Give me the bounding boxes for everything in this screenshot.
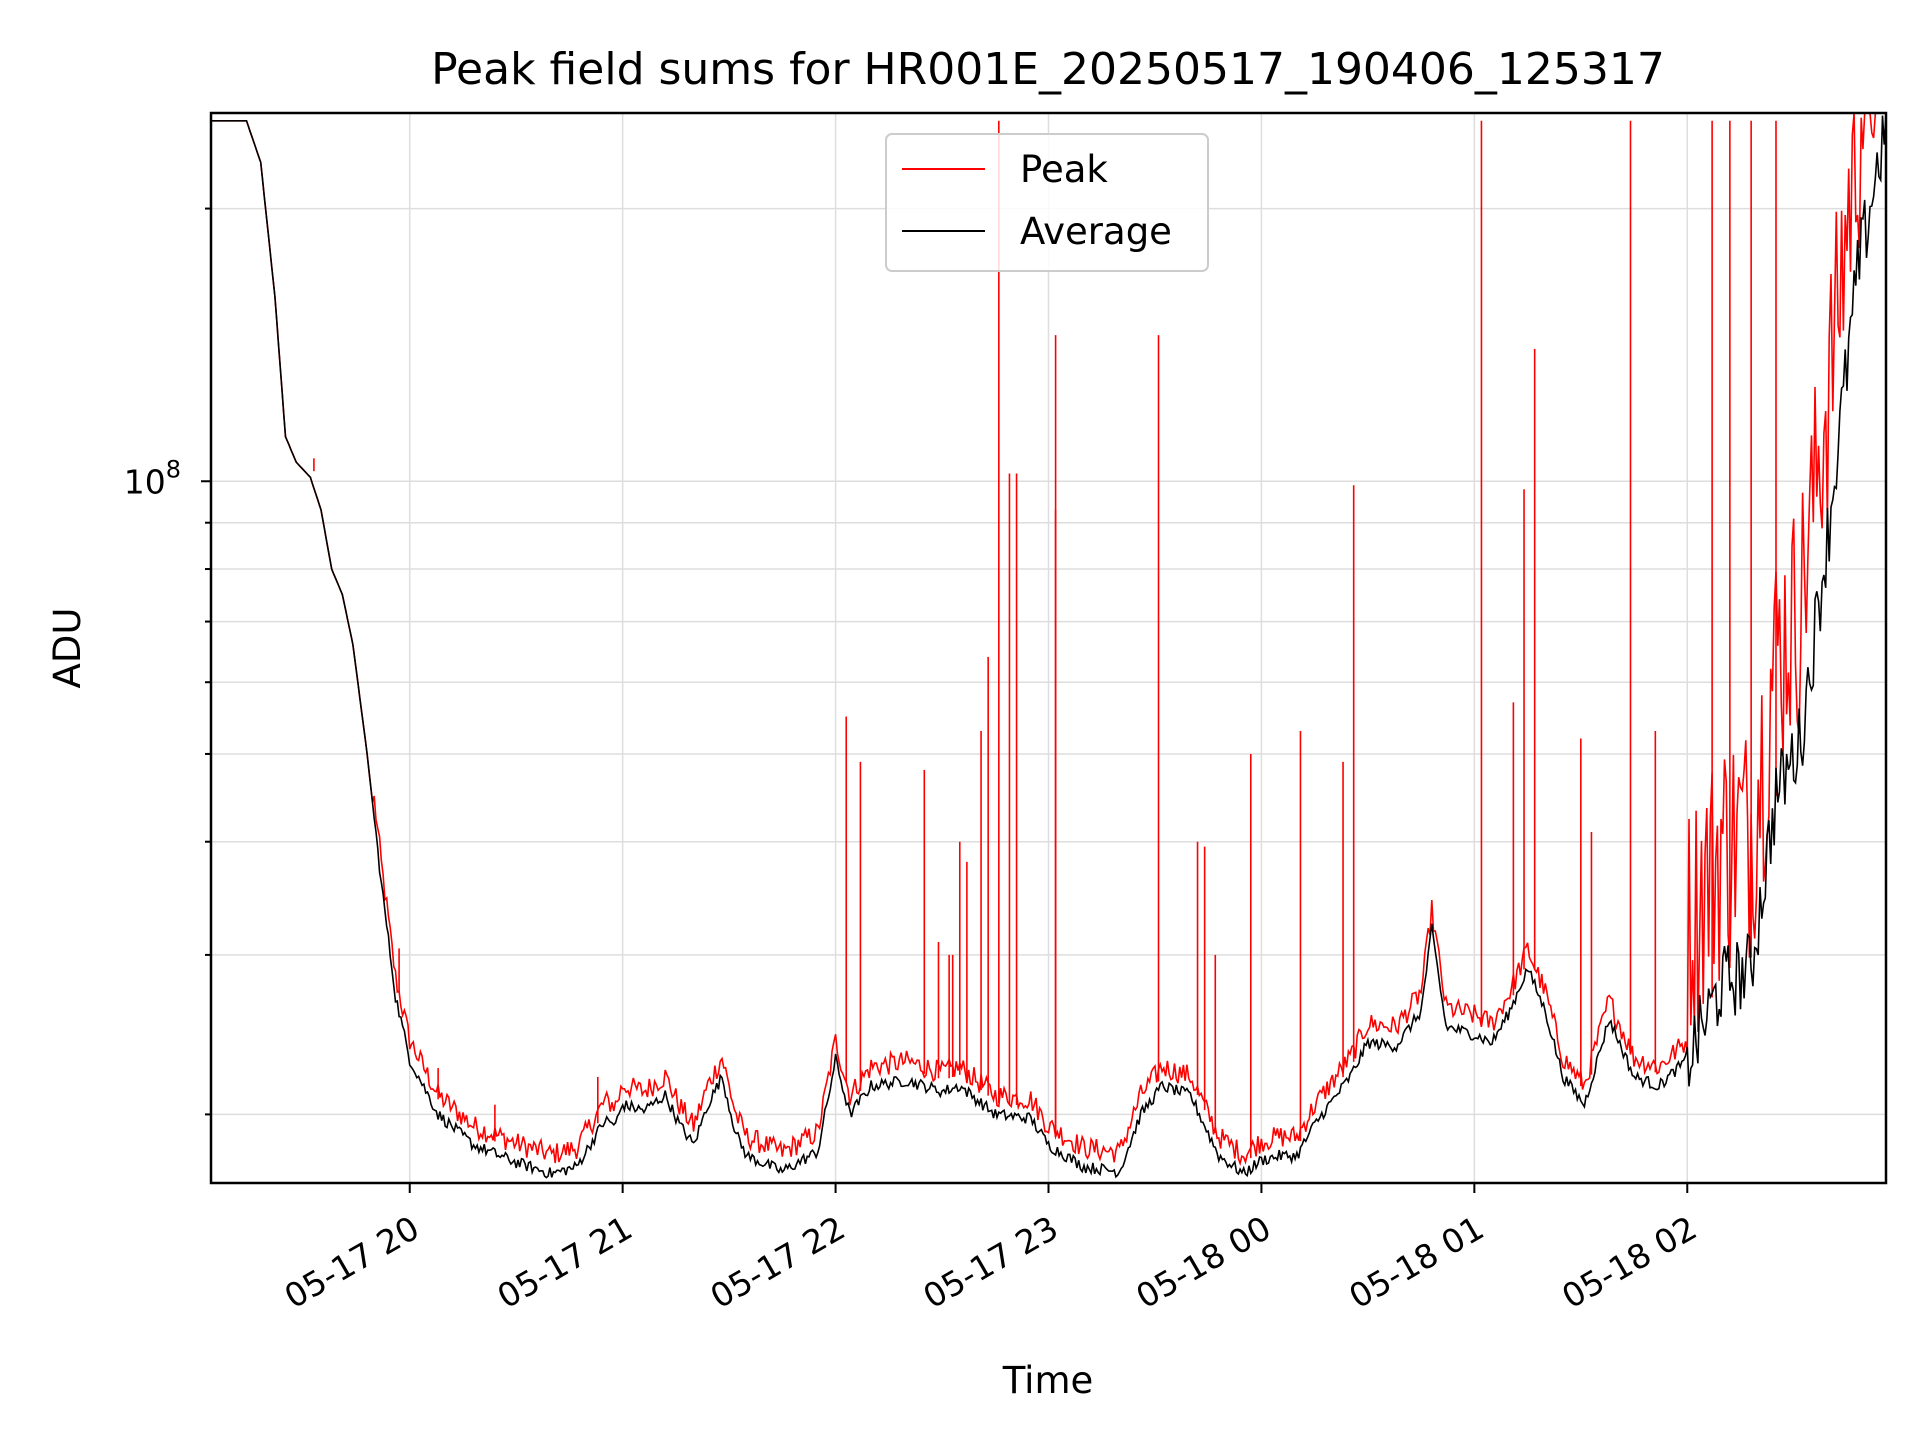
y-tick-label-base: 10 bbox=[124, 462, 166, 501]
legend-average-label: Average bbox=[1020, 210, 1172, 253]
legend-peak-label: Peak bbox=[1020, 148, 1108, 191]
y-tick-label: 108 bbox=[124, 455, 181, 501]
legend: Peak Average bbox=[885, 133, 1209, 272]
chart-title: Peak field sums for HR001E_20250517_1904… bbox=[431, 44, 1665, 95]
series-line-average bbox=[211, 113, 1886, 1179]
series-line-peak bbox=[211, 113, 1886, 1167]
y-axis-label: ADU bbox=[46, 608, 89, 689]
y-tick-label-exponent: 8 bbox=[166, 455, 181, 483]
plot-series bbox=[211, 113, 1886, 1179]
grid bbox=[211, 113, 1886, 1183]
x-axis-label: Time bbox=[1002, 1359, 1094, 1402]
